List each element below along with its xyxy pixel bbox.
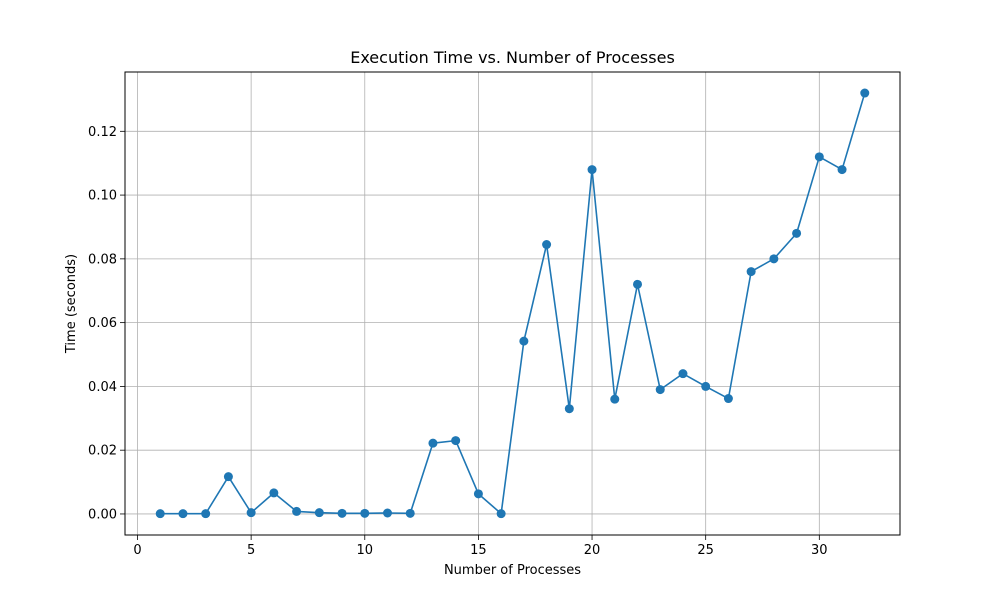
data-point — [519, 336, 529, 346]
y-tick-label: 0.10 — [88, 189, 117, 204]
data-point — [314, 508, 324, 518]
data-point — [564, 404, 574, 414]
data-point — [542, 240, 552, 250]
data-point — [269, 488, 279, 498]
data-point — [178, 509, 188, 519]
data-point — [496, 509, 506, 519]
x-tick-label: 5 — [247, 543, 255, 558]
data-point — [201, 509, 211, 519]
data-point — [223, 472, 233, 482]
data-point — [246, 508, 256, 518]
chart-title: Execution Time vs. Number of Processes — [350, 48, 675, 67]
y-axis-label: Time (seconds) — [64, 254, 79, 354]
data-point — [655, 385, 665, 395]
data-point — [360, 508, 370, 518]
data-point — [678, 369, 688, 379]
x-tick-label: 15 — [470, 543, 487, 558]
y-tick-label: 0.08 — [88, 252, 117, 267]
x-tick-label: 0 — [133, 543, 141, 558]
data-point — [292, 506, 302, 516]
axis-ticks: 0 5 10 15 20 25 30 0.00 0.02 0.04 0.06 0.08 0.10 0.12 — [88, 125, 828, 558]
data-point — [587, 165, 597, 175]
data-point — [860, 88, 870, 98]
data-point — [633, 279, 642, 289]
data-point — [769, 254, 779, 264]
x-tick-label: 25 — [697, 543, 714, 558]
x-axis-label: Number of Processes — [444, 563, 581, 578]
data-point — [473, 489, 483, 499]
grid-lines — [125, 72, 900, 535]
data-point — [428, 438, 438, 448]
data-point — [837, 165, 847, 175]
series-line — [160, 92, 866, 515]
y-tick-label: 0.06 — [88, 316, 117, 331]
data-point — [451, 436, 461, 446]
data-point — [792, 228, 802, 238]
data-point — [405, 508, 415, 518]
data-point — [723, 394, 733, 404]
plot-frame — [124, 71, 901, 536]
data-point — [383, 508, 392, 518]
data-point — [155, 509, 165, 519]
data-point — [814, 152, 824, 162]
y-tick-label: 0.02 — [88, 444, 117, 459]
data-point — [610, 394, 620, 404]
y-tick-label: 0.00 — [88, 507, 117, 522]
series-layer — [155, 88, 870, 519]
x-tick-label: 20 — [584, 543, 601, 558]
x-tick-label: 10 — [356, 543, 373, 558]
data-point — [701, 381, 711, 391]
data-point — [746, 267, 756, 277]
y-tick-label: 0.04 — [88, 380, 117, 395]
x-tick-label: 30 — [811, 543, 828, 558]
data-point — [337, 508, 347, 518]
y-tick-label: 0.12 — [88, 125, 117, 140]
